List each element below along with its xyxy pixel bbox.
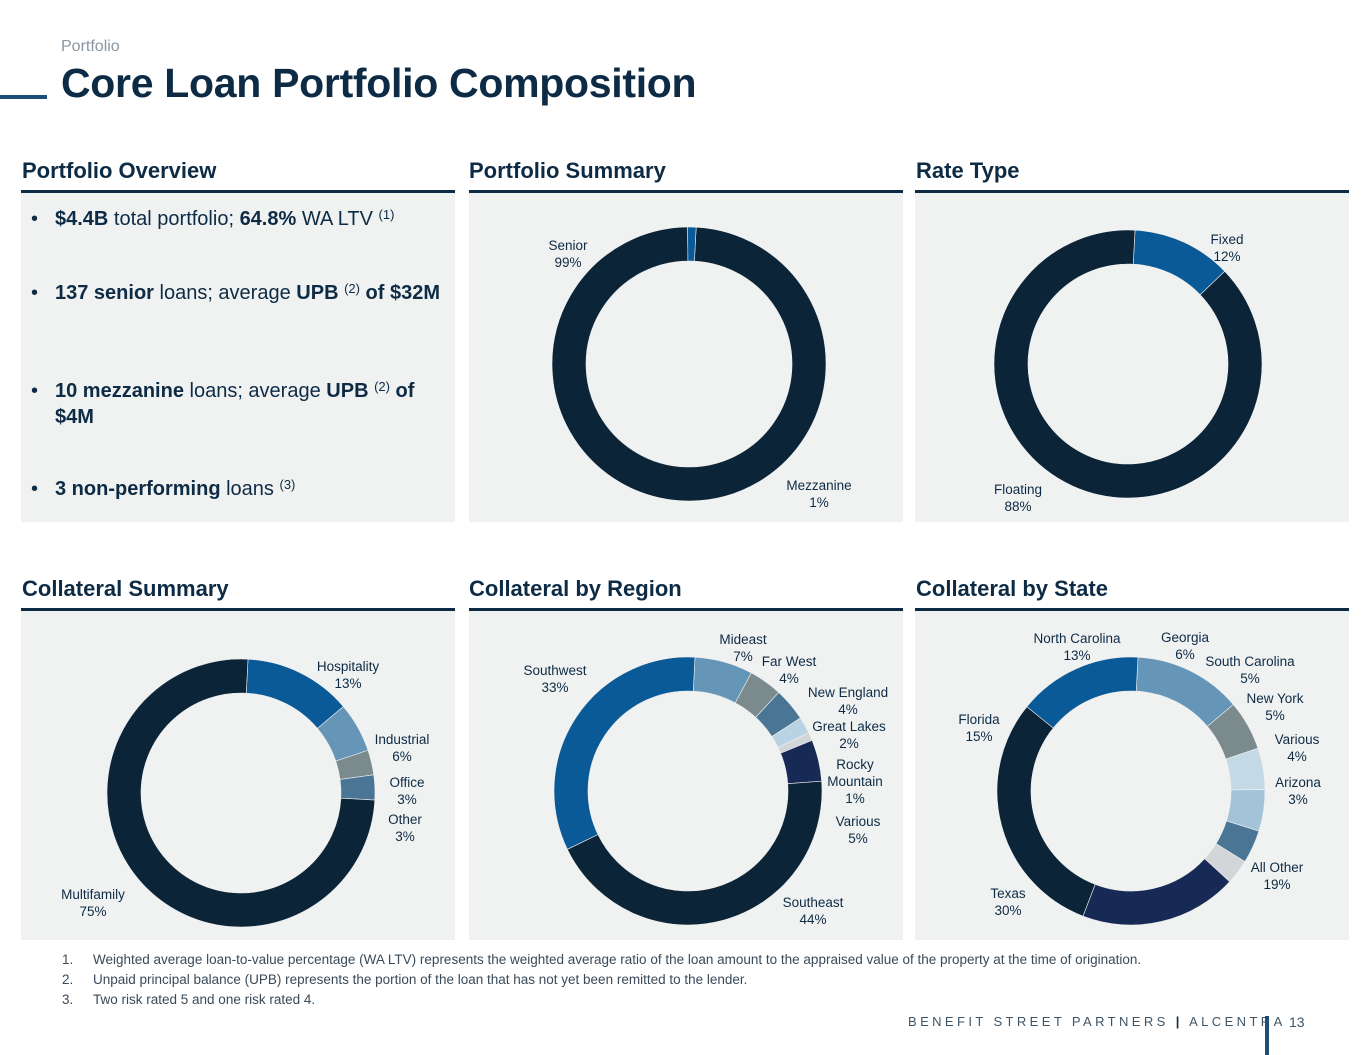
data-label-multifamily: Multifamily 75% [61, 887, 125, 919]
heading-rule [469, 190, 903, 193]
portfolio-summary-donut: Senior 99% Mezzanine 1% [548, 226, 852, 510]
donut-slice-floating [993, 229, 1263, 499]
donut-slice-florida [1026, 656, 1139, 729]
collateral-summary-donut: Hospitality 13% Industrial 6% Office 3% Other 3… [61, 658, 430, 928]
overview-bullet-mezzanine: • 10 mezzanine loans; average UPB (2) of … [31, 379, 415, 428]
data-label-mezzanine: Mezzanine 1% [786, 478, 851, 510]
donut-slice-senior [551, 226, 827, 502]
data-label-great-lakes: Great Lakes 2% [812, 719, 886, 751]
data-label-south-carolina: South Carolina 5% [1205, 654, 1295, 686]
heading-rule [21, 190, 455, 193]
donut-slice-multifamily [106, 658, 376, 928]
data-label-new-york: New York 5% [1246, 691, 1303, 723]
heading-rule [915, 190, 1349, 193]
data-label-north-carolina: North Carolina 13% [1033, 631, 1121, 663]
donut-slice-southeast [566, 780, 823, 926]
overview-bullet-nonperforming: • 3 non-performing loans (3) [31, 477, 296, 500]
data-label-far-west: Far West 4% [762, 654, 817, 686]
title-accent-rule [0, 95, 47, 99]
data-label-various: Various 4% [1275, 732, 1320, 764]
collateral-region-heading: Collateral by Region [469, 576, 682, 601]
data-label-fixed: Fixed 12% [1210, 232, 1243, 264]
page-accent-bar [1265, 1016, 1269, 1055]
collateral-region-donut: Mideast 7% Far West 4%New England 4%Great La… [523, 632, 888, 927]
data-label-southwest: Southwest 33% [523, 663, 586, 695]
footnotes: 1. Weighted average loan-to-value percent… [62, 952, 1141, 1012]
donut-slice-southwest [553, 656, 696, 850]
portfolio-overview-heading: Portfolio Overview [22, 158, 217, 183]
portfolio-summary-heading: Portfolio Summary [469, 158, 666, 183]
footnote: 1. Weighted average loan-to-value percent… [62, 952, 1142, 967]
heading-rule [915, 608, 1349, 611]
data-label-georgia: Georgia 6% [1161, 630, 1210, 662]
footnote: 3. Two risk rated 5 and one risk rated 4. [62, 992, 316, 1007]
brand-wordmark: BENEFIT STREET PARTNERS | ALCENTRA [908, 1014, 1286, 1029]
footnote: 2. Unpaid principal balance (UPB) represe… [62, 972, 748, 987]
overview-bullet-total: • $4.4B total portfolio; 64.8% WA LTV (1) [31, 207, 395, 230]
data-label-industrial: Industrial 6% [375, 732, 430, 764]
donut-slice-all-other [1082, 858, 1231, 926]
collateral-state-donut: North Carolina 13% Georgia 6% South Carolina… [958, 630, 1321, 926]
data-label-rocky-mountain: Rocky Mountain 1% [827, 757, 883, 806]
data-label-hospitality: Hospitality 13% [317, 659, 380, 691]
heading-rule [21, 608, 455, 611]
overview-bullet-senior: • 137 senior loans; average UPB (2) of $3… [31, 281, 440, 304]
data-label-office: Office 3% [389, 775, 424, 807]
data-label-all-other: All Other 19% [1251, 860, 1304, 892]
rate-type-donut: Fixed 12% Floating 88% [993, 229, 1263, 514]
data-label-various: Various 5% [836, 814, 881, 846]
data-label-other: Other 3% [388, 812, 422, 844]
data-label-texas: Texas 30% [990, 886, 1026, 918]
page-number: 13 [1289, 1014, 1305, 1030]
data-label-arizona: Arizona 3% [1275, 775, 1321, 807]
page-title: Core Loan Portfolio Composition [61, 60, 697, 106]
donut-slice-other [339, 774, 376, 801]
data-label-floating: Floating 88% [994, 482, 1042, 514]
collateral-summary-heading: Collateral Summary [22, 576, 229, 601]
portfolio-overview-panel: • $4.4B total portfolio; 64.8% WA LTV (1)… [21, 193, 455, 522]
data-label-florida: Florida 15% [958, 712, 1000, 744]
data-label-mideast: Mideast 7% [719, 632, 767, 664]
donut-slice-mezzanine [687, 226, 697, 262]
collateral-state-heading: Collateral by State [916, 576, 1108, 601]
rate-type-heading: Rate Type [916, 158, 1020, 183]
data-label-southeast: Southeast 44% [783, 895, 844, 927]
section-label: Portfolio [61, 38, 120, 55]
data-label-new-england: New England 4% [808, 685, 888, 717]
donut-slice-texas [996, 706, 1096, 917]
heading-rule [469, 608, 903, 611]
data-label-senior: Senior 99% [548, 238, 588, 270]
